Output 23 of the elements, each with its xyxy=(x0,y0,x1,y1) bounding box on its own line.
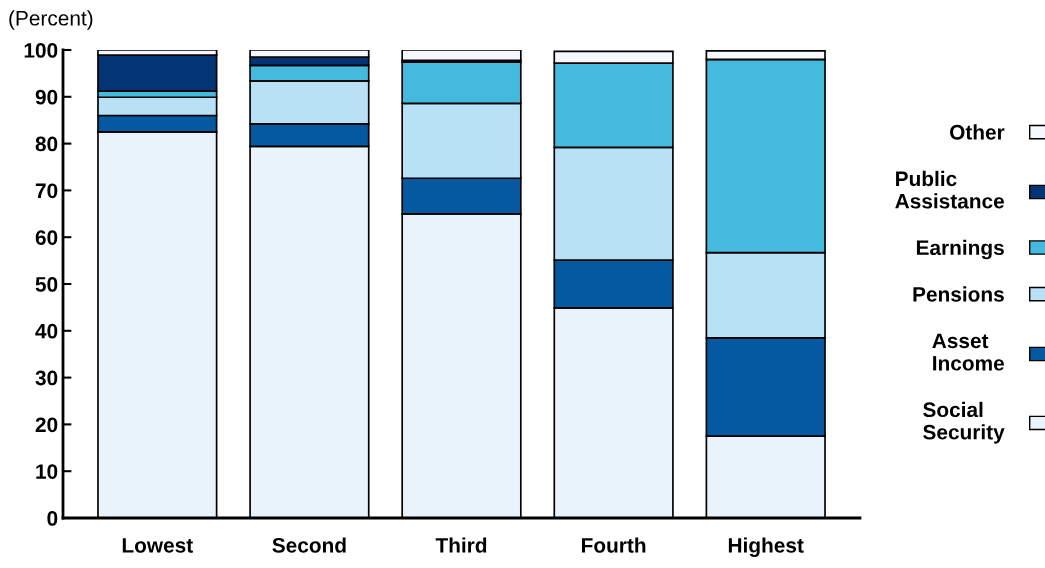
y-tick-label: 70 xyxy=(35,183,58,199)
x-tick-label: Second xyxy=(272,537,346,553)
y-tick-label: 60 xyxy=(35,230,58,245)
x-tick-label: Third xyxy=(435,537,487,553)
y-axis-title: (Percent) xyxy=(9,10,93,30)
y-tick-label: 80 xyxy=(35,136,58,152)
x-tick-label: Lowest xyxy=(122,538,193,553)
y-tick-label: 20 xyxy=(35,417,58,433)
y-tick-label: 10 xyxy=(36,464,58,479)
x-tick-label: Fourth xyxy=(582,537,646,553)
y-tick-label: 100 xyxy=(24,43,58,58)
y-tick-label: 40 xyxy=(35,323,58,339)
legend-label: Public Assistance xyxy=(895,170,1004,209)
y-tick-label: 30 xyxy=(35,370,58,386)
x-tick-label: Highest xyxy=(728,537,804,557)
legend-label: Earnings xyxy=(916,239,1004,260)
legend-label: Other xyxy=(949,124,1005,140)
legend-label: Asset Income xyxy=(932,333,1004,371)
legend-label: Pensions xyxy=(913,286,1004,302)
y-tick-label: 90 xyxy=(35,89,58,105)
y-tick-label: 50 xyxy=(35,277,58,292)
legend-label: Social Security xyxy=(923,401,1005,444)
y-tick-label: 0 xyxy=(47,511,58,526)
